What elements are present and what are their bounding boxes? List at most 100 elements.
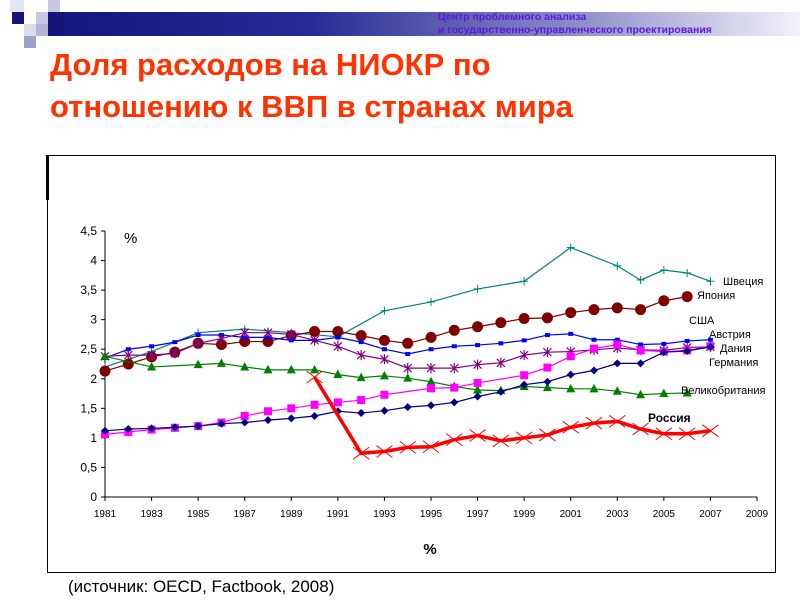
marker-triangle bbox=[542, 382, 552, 392]
marker-square bbox=[636, 346, 645, 355]
org-line-1: Центр проблемного анализа bbox=[438, 11, 587, 23]
marker-square bbox=[475, 343, 481, 348]
marker-diamond bbox=[147, 424, 156, 433]
series-label: Австрия bbox=[709, 329, 751, 341]
marker-diamond bbox=[194, 422, 203, 431]
marker-square bbox=[358, 340, 364, 345]
marker-square bbox=[264, 407, 272, 416]
marker-triangle bbox=[659, 388, 669, 398]
marker-square bbox=[473, 378, 482, 387]
marker-x bbox=[492, 434, 510, 448]
y-tick-label: 0,5 bbox=[80, 460, 97, 474]
marker-triangle bbox=[100, 351, 110, 360]
series-labels: Швеция Япония США Германия Великобритания Дан… bbox=[648, 276, 766, 425]
y-tick-label: 2 bbox=[90, 372, 97, 386]
marker-triangle bbox=[612, 386, 622, 395]
marker-diamond bbox=[520, 380, 529, 389]
x-tick-label: 2009 bbox=[746, 509, 769, 520]
marker-diamond bbox=[264, 416, 272, 425]
marker-asterisk bbox=[380, 354, 389, 365]
marker-x bbox=[306, 370, 323, 384]
marker-asterisk bbox=[123, 350, 133, 361]
marker-square bbox=[287, 404, 296, 413]
x-tick-label: 1995 bbox=[420, 509, 443, 520]
marker-diamond bbox=[706, 342, 715, 351]
decor-square bbox=[36, 12, 48, 24]
marker-triangle bbox=[566, 383, 576, 393]
marker-square bbox=[613, 340, 622, 349]
series-line bbox=[104, 296, 688, 372]
marker-square bbox=[544, 333, 550, 338]
marker-diamond bbox=[357, 409, 366, 418]
y-tick-label: 2,5 bbox=[80, 342, 97, 356]
marker-square bbox=[521, 338, 527, 343]
header-bar bbox=[48, 12, 800, 36]
y-tick-label: 1,5 bbox=[80, 401, 97, 415]
y-tick-label: 1 bbox=[90, 431, 97, 445]
marker-asterisk bbox=[426, 363, 436, 374]
marker-x bbox=[678, 427, 696, 441]
x-tick-label: 1981 bbox=[94, 509, 117, 520]
marker-asterisk bbox=[193, 338, 203, 349]
y-tick-label: 3 bbox=[90, 313, 97, 327]
marker-square bbox=[405, 351, 411, 356]
marker-diamond bbox=[613, 359, 622, 368]
marker-plus bbox=[683, 268, 692, 277]
marker-triangle bbox=[263, 364, 273, 374]
marker-asterisk bbox=[170, 348, 180, 359]
marker-square bbox=[357, 396, 366, 405]
marker-circle bbox=[309, 325, 321, 337]
marker-triangle bbox=[240, 361, 250, 371]
marker-triangle bbox=[356, 372, 366, 382]
marker-triangle bbox=[310, 364, 320, 374]
series-label: Германия bbox=[709, 357, 758, 369]
marker-triangle bbox=[426, 376, 436, 386]
marker-diamond bbox=[403, 403, 412, 412]
marker-circle bbox=[518, 312, 530, 324]
marker-asterisk bbox=[519, 350, 529, 361]
marker-square bbox=[380, 390, 389, 399]
y-axis-label: % bbox=[124, 230, 137, 247]
decor-square bbox=[12, 12, 24, 24]
marker-square bbox=[195, 333, 201, 338]
marker-diamond bbox=[427, 401, 435, 410]
marker-x bbox=[608, 414, 626, 428]
marker-asterisk bbox=[147, 350, 156, 361]
marker-square bbox=[543, 363, 552, 372]
marker-square bbox=[428, 347, 434, 352]
marker-circle bbox=[425, 331, 437, 343]
marker-diamond bbox=[496, 387, 505, 396]
marker-diamond bbox=[659, 348, 668, 357]
marker-asterisk bbox=[473, 359, 482, 370]
marker-x bbox=[539, 428, 556, 442]
marker-circle bbox=[635, 304, 647, 316]
x-tick-label: 2007 bbox=[699, 509, 722, 520]
marker-diamond bbox=[473, 392, 482, 401]
marker-x bbox=[376, 445, 393, 458]
marker-triangle bbox=[682, 387, 692, 397]
marker-square bbox=[590, 344, 598, 353]
marker-circle bbox=[239, 336, 251, 348]
marker-x bbox=[585, 416, 603, 430]
x-tick-label: 1997 bbox=[466, 509, 489, 520]
marker-square bbox=[566, 352, 575, 361]
x-tick-label: 1989 bbox=[280, 509, 303, 520]
series-6 bbox=[101, 342, 715, 435]
marker-triangle bbox=[403, 373, 413, 382]
decor-square bbox=[36, 24, 48, 36]
marker-x bbox=[399, 440, 417, 454]
marker-circle bbox=[262, 336, 274, 348]
marker-circle bbox=[611, 302, 623, 314]
marker-circle bbox=[378, 334, 390, 346]
series-label: Россия bbox=[648, 411, 691, 425]
marker-square bbox=[333, 398, 342, 407]
series-label: Швеция bbox=[723, 276, 763, 288]
marker-plus bbox=[659, 266, 668, 275]
marker-diamond bbox=[217, 419, 226, 428]
marker-square bbox=[614, 337, 620, 342]
series-line bbox=[104, 355, 688, 396]
marker-triangle bbox=[193, 359, 203, 369]
marker-diamond bbox=[124, 425, 133, 434]
marker-square bbox=[638, 342, 644, 347]
